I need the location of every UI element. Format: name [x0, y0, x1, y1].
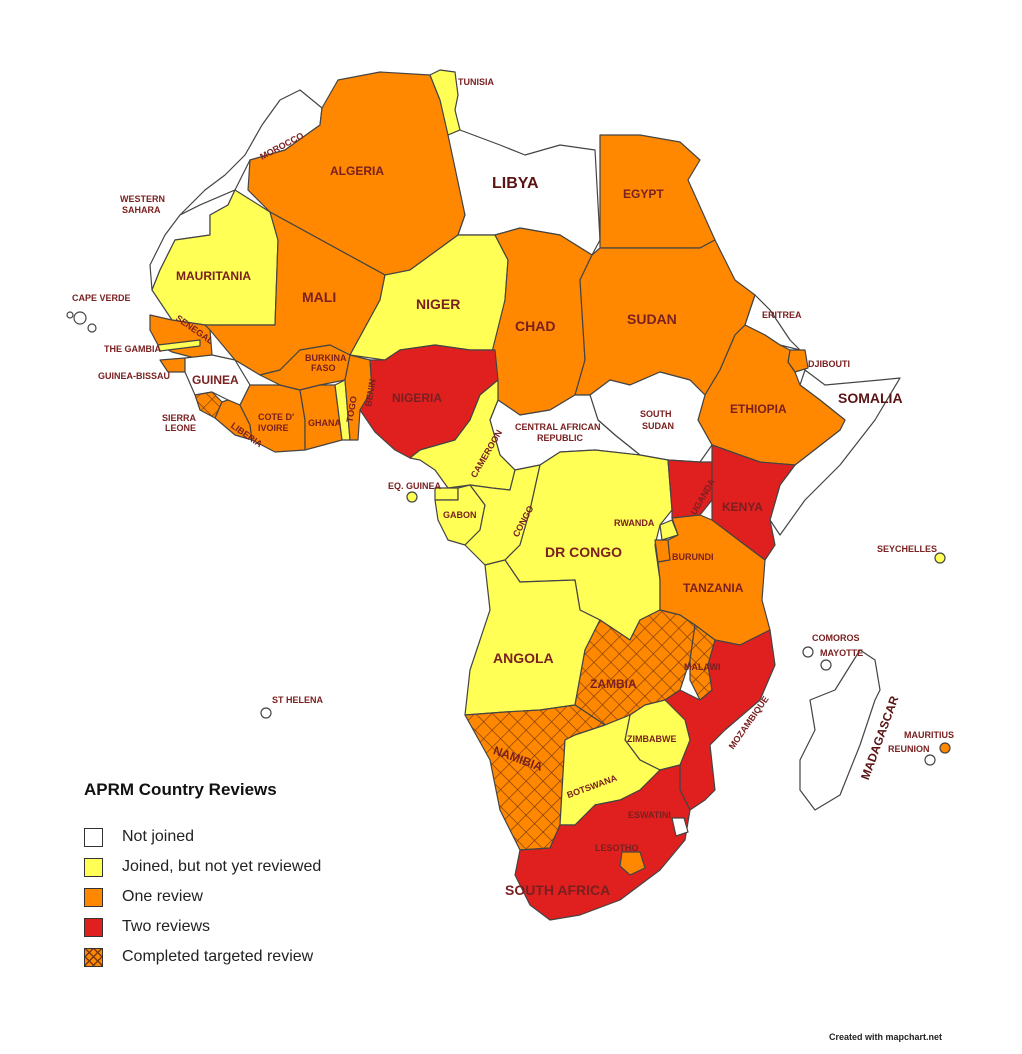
label-benin: BENIN: [363, 378, 378, 407]
label-mauritania: MAURITANIA: [176, 269, 251, 283]
island-reunion: [924, 754, 936, 766]
label-cote-divoire-1: COTE D': [258, 412, 294, 422]
label-south-sudan-1: SOUTH: [640, 409, 672, 419]
label-niger: NIGER: [416, 296, 460, 312]
credit-text: Created with mapchart.net: [828, 1032, 942, 1042]
legend-swatch-not-joined: [84, 827, 103, 847]
label-nigeria: NIGERIA: [392, 391, 442, 405]
label-eq-guinea: EQ. GUINEA: [388, 481, 442, 491]
label-mayotte: MAYOTTE: [820, 648, 863, 658]
legend-item-targeted: Completed targeted review: [84, 942, 424, 972]
label-south-sudan-2: SUDAN: [642, 421, 674, 431]
island-sao-tome: [406, 491, 418, 503]
label-guinea: GUINEA: [192, 373, 239, 387]
label-togo: TOGO: [344, 395, 358, 423]
island-seychelles: [934, 552, 946, 564]
label-st-helena: ST HELENA: [272, 695, 324, 705]
legend-label-two-reviews: Two reviews: [122, 918, 211, 935]
country-uganda: [667, 459, 713, 519]
label-sierra-leone-2: LEONE: [165, 423, 196, 433]
label-burkina-faso-1: BURKINA: [305, 353, 347, 363]
label-zimbabwe: ZIMBABWE: [627, 734, 677, 744]
country-tunisia: [429, 69, 461, 136]
label-eritrea: ERITREA: [762, 310, 802, 320]
label-comoros: COMOROS: [812, 633, 860, 643]
label-sudan: SUDAN: [627, 311, 677, 327]
island-comoros: [802, 646, 814, 658]
label-dr-congo: DR CONGO: [545, 544, 622, 560]
label-reunion: REUNION: [888, 744, 930, 754]
label-mali: MALI: [302, 289, 336, 305]
label-western-sahara-1: WESTERN: [120, 194, 165, 204]
label-libya: LIBYA: [492, 175, 539, 192]
label-cape-verde: CAPE VERDE: [72, 293, 131, 303]
legend-swatch-two-reviews: [84, 917, 103, 937]
label-burkina-faso-2: FASO: [311, 363, 336, 373]
label-egypt: EGYPT: [623, 187, 664, 201]
island-cape-verde-3: [66, 311, 74, 319]
label-kenya: KENYA: [722, 500, 763, 514]
country-madagascar: [799, 649, 881, 811]
label-the-gambia: THE GAMBIA: [104, 344, 161, 354]
label-somalia: SOMALIA: [838, 390, 903, 406]
label-angola: ANGOLA: [493, 650, 554, 666]
country-lesotho: [619, 851, 646, 876]
legend-label-joined: Joined, but not yet reviewed: [122, 858, 322, 875]
label-chad: CHAD: [515, 318, 555, 334]
legend-swatch-one-review: [84, 887, 103, 907]
label-eswatini: ESWATINI: [628, 810, 671, 820]
country-guinea-bissau: [159, 357, 186, 373]
label-cote-divoire-2: IVOIRE: [258, 423, 289, 433]
island-st-helena: [260, 707, 272, 719]
country-south-africa: [514, 764, 691, 921]
legend-item-two-reviews: Two reviews: [84, 912, 424, 942]
label-ghana: GHANA: [308, 418, 341, 428]
legend-item-joined: Joined, but not yet reviewed: [84, 852, 424, 882]
legend-item-one-review: One review: [84, 882, 424, 912]
label-lesotho: LESOTHO: [595, 843, 639, 853]
island-mauritius: [939, 742, 951, 754]
country-eswatini: [671, 817, 689, 837]
legend: APRM Country Reviews Not joined Joined, …: [84, 780, 424, 972]
label-ethiopia: ETHIOPIA: [730, 402, 787, 416]
label-mauritius: MAURITIUS: [904, 730, 954, 740]
legend-title: APRM Country Reviews: [84, 780, 277, 799]
label-algeria: ALGERIA: [330, 164, 384, 178]
label-burundi: BURUNDI: [672, 552, 714, 562]
label-malawi: MALAWI: [684, 662, 721, 672]
legend-label-one-review: One review: [122, 888, 203, 905]
label-seychelles: SEYCHELLES: [877, 544, 937, 554]
island-cape-verde-1: [73, 311, 87, 325]
label-car-2: REPUBLIC: [537, 433, 584, 443]
label-tunisia: TUNISIA: [458, 77, 495, 87]
country-the-gambia: [157, 339, 201, 352]
island-mayotte: [820, 659, 832, 671]
legend-item-not-joined: Not joined: [84, 822, 424, 852]
legend-label-targeted: Completed targeted review: [122, 948, 314, 965]
label-djibouti: DJIBOUTI: [808, 359, 850, 369]
label-car-1: CENTRAL AFRICAN: [515, 422, 601, 432]
label-guinea-bissau: GUINEA-BISSAU: [98, 371, 170, 381]
legend-swatch-joined: [84, 857, 103, 877]
label-sierra-leone-1: SIERRA: [162, 413, 197, 423]
legend-label-not-joined: Not joined: [122, 828, 195, 845]
label-south-africa: SOUTH AFRICA: [505, 882, 610, 898]
label-gabon: GABON: [443, 510, 477, 520]
label-western-sahara-2: SAHARA: [122, 205, 161, 215]
label-zambia: ZAMBIA: [590, 677, 637, 691]
island-cape-verde-2: [87, 323, 97, 333]
label-rwanda: RWANDA: [614, 518, 655, 528]
legend-swatch-targeted: [84, 947, 103, 967]
label-tanzania: TANZANIA: [683, 581, 744, 595]
